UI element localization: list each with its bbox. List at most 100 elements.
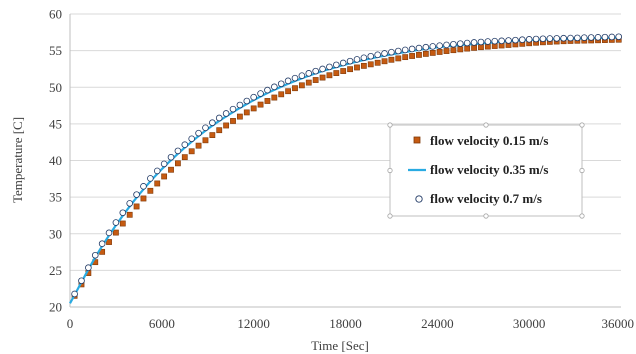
legend-resize-handle[interactable] <box>387 122 393 128</box>
data-point <box>367 61 374 68</box>
data-point <box>147 175 154 182</box>
data-point <box>512 36 519 44</box>
y-tick-label: 30 <box>49 226 62 241</box>
data-point <box>236 101 244 109</box>
data-point <box>209 132 216 139</box>
data-point <box>312 77 319 83</box>
data-point <box>339 59 347 67</box>
data-point <box>443 48 450 54</box>
data-point <box>347 66 353 73</box>
legend-item-2: flow velocity 0.7 m/s <box>415 191 542 206</box>
data-point <box>415 44 423 52</box>
legend-resize-handle[interactable] <box>579 167 585 174</box>
data-point <box>456 40 464 47</box>
data-point <box>106 239 112 245</box>
data-point <box>277 80 285 88</box>
legend-handles <box>387 122 585 219</box>
data-point <box>264 98 271 104</box>
data-point <box>532 35 540 43</box>
legend-resize-handle[interactable] <box>579 213 585 219</box>
data-point <box>463 39 471 47</box>
legend-item-1: flow velocity 0.35 m/s <box>408 162 548 177</box>
data-point <box>374 51 381 59</box>
data-point <box>333 70 340 76</box>
data-point <box>615 33 623 41</box>
data-point <box>222 110 230 117</box>
data-point <box>518 36 526 44</box>
data-point <box>539 35 547 43</box>
data-point <box>374 59 381 66</box>
y-tick-label: 20 <box>49 300 62 315</box>
data-point <box>312 67 319 75</box>
data-point <box>505 37 512 44</box>
data-point <box>181 141 189 148</box>
data-point <box>284 77 292 85</box>
data-point <box>154 180 161 187</box>
legend-label-0: flow velocity 0.15 m/s <box>430 133 548 148</box>
y-tick-label: 60 <box>49 7 62 22</box>
legend-resize-handle[interactable] <box>483 122 489 128</box>
data-point <box>388 48 395 56</box>
data-point <box>416 52 422 58</box>
data-point <box>140 195 147 202</box>
data-point <box>264 86 271 94</box>
data-point <box>457 46 464 53</box>
data-point <box>395 55 402 62</box>
legend[interactable]: flow velocity 0.15 m/s flow velocity 0.3… <box>387 122 585 219</box>
data-point <box>133 203 140 210</box>
data-point <box>340 68 347 74</box>
data-point <box>470 39 478 46</box>
data-point <box>450 40 457 48</box>
data-point <box>326 72 333 79</box>
legend-resize-handle[interactable] <box>579 122 585 128</box>
legend-resize-handle[interactable] <box>387 167 393 174</box>
data-point <box>525 36 533 43</box>
data-point <box>250 93 257 101</box>
data-point <box>305 79 312 86</box>
data-point <box>354 64 360 71</box>
data-point <box>285 88 292 95</box>
data-point <box>594 34 602 41</box>
data-point <box>546 35 554 42</box>
data-point <box>71 290 78 298</box>
data-point <box>175 160 181 167</box>
y-tick-label: 50 <box>49 80 62 95</box>
data-point <box>78 277 85 285</box>
x-tick-label: 24000 <box>421 316 454 331</box>
data-point <box>167 153 175 161</box>
data-point <box>209 119 216 127</box>
legend-marker-circle <box>415 195 423 203</box>
data-point <box>319 74 326 81</box>
legend-resize-handle[interactable] <box>387 213 393 219</box>
data-point <box>202 137 209 144</box>
data-point <box>119 220 126 227</box>
y-tick-label: 40 <box>49 153 62 168</box>
data-point <box>298 82 305 89</box>
y-tick-label: 35 <box>49 190 62 205</box>
data-point <box>360 54 368 62</box>
data-point <box>271 83 278 91</box>
data-point <box>230 118 236 124</box>
data-point <box>202 124 209 132</box>
data-point <box>381 58 388 65</box>
legend-resize-handle[interactable] <box>483 213 489 219</box>
data-point <box>353 56 361 63</box>
data-point <box>133 191 140 198</box>
data-point <box>188 135 195 143</box>
data-point <box>181 154 188 161</box>
data-point <box>215 114 223 122</box>
data-point <box>257 90 264 97</box>
data-point <box>291 74 299 82</box>
data-point <box>195 142 202 149</box>
data-point <box>388 56 395 63</box>
data-point <box>567 34 574 42</box>
data-point <box>85 264 92 272</box>
data-point <box>298 72 306 79</box>
y-axis-title: Temperature [C] <box>10 117 25 203</box>
data-point <box>257 101 264 108</box>
data-point <box>236 113 243 120</box>
data-point <box>126 211 133 218</box>
data-point <box>381 50 388 57</box>
data-point <box>464 45 471 52</box>
data-point <box>553 35 561 42</box>
